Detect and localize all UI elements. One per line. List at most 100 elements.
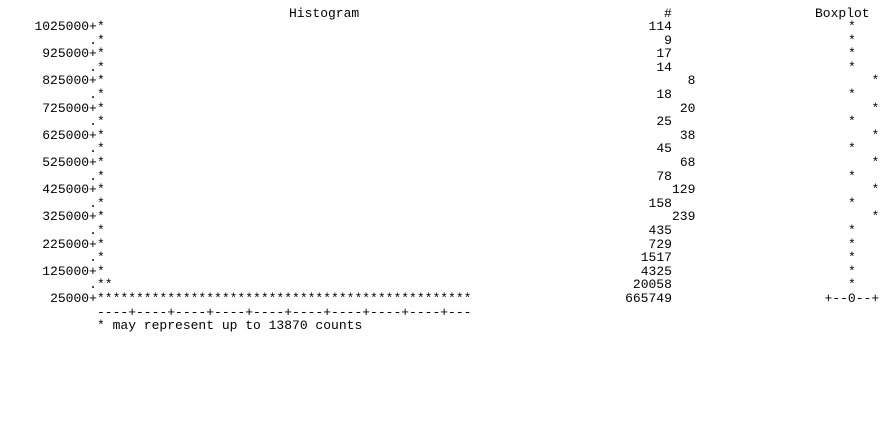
- histogram-bar: *: [97, 195, 105, 211]
- boxplot-outlier: *: [848, 236, 856, 252]
- histogram-bar: *: [97, 32, 105, 48]
- histogram-row: 1025000+ * 114 *: [0, 20, 891, 34]
- boxplot-outlier: *: [848, 195, 856, 211]
- histogram-header: Histogram: [289, 6, 360, 21]
- bin-count: 129: [672, 182, 696, 198]
- histogram-bar: *: [97, 182, 105, 198]
- bin-label: 125000+: [42, 263, 97, 279]
- bin-count: 78: [656, 168, 672, 184]
- bin-label: .: [89, 168, 97, 184]
- histogram-row: . ** 20058 *: [0, 278, 891, 292]
- histogram-row: 25000+ **********************************…: [0, 292, 891, 306]
- histogram-row: 725000+ * 20 *: [0, 100, 891, 116]
- histogram-row: . * 25 *: [0, 115, 891, 129]
- histogram-bar: *: [97, 141, 105, 157]
- histogram-row: 625000+ * 38 *: [0, 129, 891, 143]
- boxplot-outlier: *: [848, 114, 856, 130]
- histogram-bar: *: [97, 127, 105, 143]
- histogram-bar: **: [97, 277, 113, 293]
- boxplot-outlier: *: [848, 223, 856, 238]
- bin-label: .: [89, 223, 97, 238]
- bin-count: 17: [656, 46, 672, 62]
- histogram-bar: *: [97, 263, 105, 279]
- histogram-row: . * 435 *: [0, 224, 891, 238]
- bin-label: 925000+: [42, 46, 97, 62]
- histogram-bar: *: [97, 223, 105, 238]
- histogram-row: 825000+ * 8 *: [0, 74, 891, 88]
- bin-count: 4325: [640, 263, 672, 279]
- bin-count: 25: [656, 114, 672, 130]
- bin-label: 825000+: [42, 73, 97, 89]
- bin-label: 325000+: [42, 209, 97, 225]
- bin-count: 45: [656, 141, 672, 157]
- histogram-bar: *: [97, 168, 105, 184]
- bin-label: 425000+: [42, 182, 97, 198]
- histogram-bar: *: [97, 250, 105, 266]
- boxplot-outlier: *: [871, 155, 880, 170]
- histogram-bar: *: [97, 87, 105, 102]
- bin-count: 435: [648, 223, 672, 238]
- bin-count: 8: [687, 73, 696, 89]
- boxplot-outlier: *: [871, 73, 880, 89]
- histogram-bar: ****************************************…: [97, 291, 472, 306]
- boxplot-outlier: *: [848, 87, 856, 102]
- histogram-bar: *: [97, 59, 105, 75]
- bin-label: 25000+: [50, 291, 97, 306]
- boxplot-outlier: *: [871, 209, 880, 225]
- bin-label: 625000+: [42, 127, 97, 143]
- boxplot-outlier: *: [871, 127, 880, 143]
- histogram-row: . * 78 *: [0, 168, 891, 184]
- histogram-bar: *: [97, 236, 105, 252]
- histogram-row: 325000+ * 239 *: [0, 210, 891, 224]
- histogram-row: . * 9 *: [0, 32, 891, 48]
- bin-label: .: [89, 114, 97, 130]
- bin-count: 14: [656, 59, 672, 75]
- bin-label: 1025000+: [34, 19, 97, 34]
- boxplot-outlier: *: [848, 32, 856, 48]
- bin-label: .: [89, 87, 97, 102]
- bin-count: 729: [648, 236, 672, 252]
- bin-label: 725000+: [42, 100, 97, 116]
- boxplot-outlier: *: [848, 250, 856, 266]
- boxplot-outlier: *: [848, 59, 856, 75]
- histogram-row: 525000+ * 68 *: [0, 156, 891, 170]
- x-axis-ticks: ----+----+----+----+----+----+----+----+…: [97, 304, 472, 320]
- histogram-bar: *: [97, 155, 105, 170]
- bin-count: 665749: [625, 291, 672, 306]
- bin-label: .: [89, 59, 97, 75]
- histogram-row: 925000+ * 17 *: [0, 47, 891, 61]
- histogram-row: . * 158 *: [0, 197, 891, 211]
- bin-label: 225000+: [42, 236, 97, 252]
- bin-count: 9: [664, 32, 672, 48]
- histogram-row: . * 45 *: [0, 142, 891, 156]
- bin-label: .: [89, 32, 97, 48]
- boxplot-header: Boxplot: [815, 6, 870, 21]
- bin-count: 18: [656, 87, 672, 102]
- bin-count: 158: [648, 195, 672, 211]
- histogram-bar: *: [97, 73, 105, 89]
- boxplot-outlier: *: [848, 168, 856, 184]
- boxplot-outlier: *: [848, 19, 856, 34]
- bin-label: 525000+: [42, 155, 97, 170]
- histogram-row: 225000+ * 729 *: [0, 236, 891, 252]
- bin-count: 38: [679, 127, 696, 143]
- histogram-row: 425000+ * 129 *: [0, 183, 891, 197]
- bin-count: 239: [672, 209, 696, 225]
- boxplot-outlier: *: [871, 100, 880, 116]
- boxplot-outlier: *: [848, 46, 856, 62]
- boxplot-outlier: *: [848, 263, 856, 279]
- bin-count: 68: [679, 155, 696, 170]
- bin-label: .: [89, 277, 97, 293]
- bin-label: .: [89, 141, 97, 157]
- histogram-row: . * 14 *: [0, 61, 891, 75]
- boxplot-box: +--0--+: [824, 291, 880, 306]
- boxplot-outlier: *: [848, 141, 856, 157]
- scale-footnote: * may represent up to 13870 counts: [97, 318, 363, 334]
- histogram-row: . * 1517 *: [0, 251, 891, 265]
- histogram-bar: *: [97, 209, 105, 225]
- bin-count: 20: [679, 100, 696, 116]
- boxplot-outlier: *: [848, 277, 856, 293]
- histogram-bar: *: [97, 19, 105, 34]
- histogram-bar: *: [97, 114, 105, 130]
- bin-count: 114: [648, 19, 672, 34]
